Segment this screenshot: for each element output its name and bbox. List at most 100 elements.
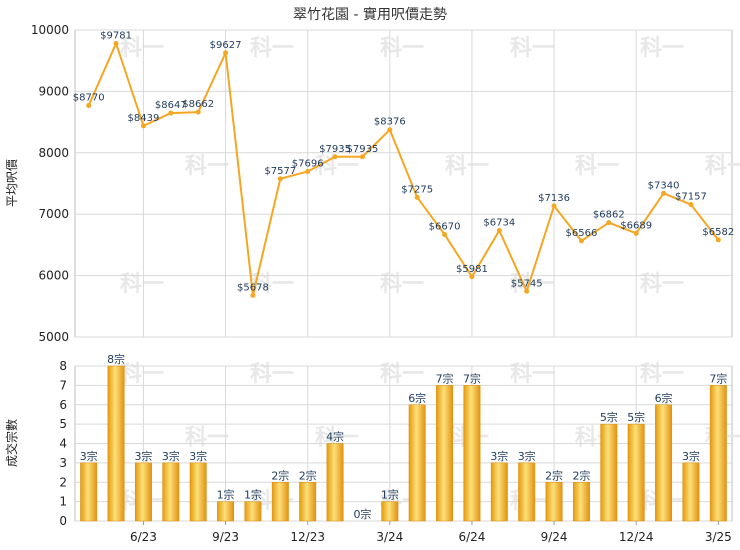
price-point [195,109,201,115]
transaction-bar [463,385,481,522]
watermark-text: 科一 [120,272,164,297]
chart-title: 翠竹花園 - 實用呎價走勢 [293,6,447,23]
price-series-line [87,42,720,297]
watermark-text: 科一 [380,272,424,297]
price-point [140,123,146,129]
price-y-tick-label: 8000 [38,146,69,160]
price-data-label: $7136 [538,193,570,204]
bar-data-label: 3宗 [80,449,98,463]
transaction-bar [682,462,700,522]
count-y-tick-label: 0 [59,514,67,528]
price-point [496,228,502,234]
price-data-label: $5678 [237,282,269,293]
bar-data-label: 3宗 [189,449,207,463]
price-data-label: $8647 [155,100,187,111]
watermark-text: 科一 [640,272,684,297]
price-y-tick-label: 7000 [38,207,69,221]
transaction-bar [244,501,262,522]
transaction-bar [107,365,125,522]
bar-data-label: 2宗 [271,468,289,482]
x-tick-label: 6/23 [130,530,157,544]
watermark-text: 科一 [185,154,229,179]
bar-data-label: 0宗 [353,507,371,521]
bar-data-label: 1宗 [381,488,399,502]
count-y-tick-label: 2 [59,475,67,489]
price-point [606,220,612,226]
price-data-label: $9781 [100,30,132,41]
price-point [414,194,420,200]
price-y-tick-label: 10000 [31,23,69,37]
price-data-label: $8770 [73,93,105,104]
count-y-tick-label: 8 [59,359,67,373]
price-y-tick-label: 6000 [38,269,69,283]
transaction-bar [271,482,289,522]
price-plot-frame [74,29,733,338]
count-y-tick-label: 4 [59,437,67,451]
price-point [250,292,256,298]
count-y-tick-label: 5 [59,417,67,431]
bar-data-label: 5宗 [627,410,645,424]
transaction-bar [162,462,180,522]
price-point [332,154,338,160]
price-data-label: $7696 [292,158,324,169]
price-point [359,154,365,160]
price-data-label: $5981 [456,264,488,275]
price-data-label: $8662 [182,99,214,110]
bar-data-label: 6宗 [408,391,426,405]
price-data-label: $9627 [210,40,242,51]
price-point [277,176,283,182]
bar-data-label: 3宗 [134,449,152,463]
price-y-axis-label: 平均呎價 [5,159,19,207]
x-tick-label: 6/24 [458,530,485,544]
watermark-text: 科一 [185,425,229,450]
price-point [113,40,119,46]
x-tick-label: 3/24 [376,530,403,544]
transaction-bar [709,385,727,522]
price-point [469,274,475,280]
bar-data-label: 3宗 [518,449,536,463]
price-data-label: $6689 [620,220,652,231]
x-tick-label: 9/23 [212,530,239,544]
price-y-tick-label: 9000 [38,84,69,98]
price-data-label: $6670 [429,221,461,232]
transaction-bar [490,462,508,522]
watermark-text: 科一 [445,154,489,179]
bar-data-label: 2宗 [299,468,317,482]
bar-data-label: 2宗 [545,468,563,482]
x-tick-label: 12/24 [619,530,654,544]
price-y-tick-label: 5000 [38,330,69,344]
bar-data-label: 1宗 [217,488,235,502]
transaction-bar [436,385,454,522]
price-point [551,203,557,209]
x-tick-label: 12/23 [290,530,325,544]
bar-data-label: 1宗 [244,488,262,502]
x-tick-label: 3/25 [705,530,732,544]
transaction-bar-chart: 科一科一科一科一科一科一科一科一科一科一科一科一科一科一科一0123456783… [59,352,740,544]
bar-data-label: 8宗 [107,352,125,366]
count-y-tick-label: 6 [59,398,67,412]
transaction-bar [80,462,98,522]
x-tick-label: 9/24 [541,530,568,544]
bar-data-label: 3宗 [490,449,508,463]
price-data-label: $7157 [675,192,707,203]
price-data-label: $7340 [648,180,680,191]
price-point [86,103,92,109]
bar-data-label: 6宗 [655,391,673,405]
bar-data-label: 5宗 [600,410,618,424]
transaction-bar [518,462,536,522]
watermark-text: 科一 [640,36,684,61]
transaction-bar [600,423,618,522]
watermark-text: 科一 [705,154,740,179]
price-point [661,190,667,196]
transaction-bar [134,462,152,522]
transaction-bar [381,501,399,522]
transaction-bar [408,404,426,522]
price-point [305,168,311,174]
transaction-bar [572,482,590,522]
price-point [223,50,229,56]
watermark-text: 科一 [120,36,164,61]
transaction-bar [655,404,673,522]
bar-data-label: 7宗 [709,371,727,385]
watermark-text: 科一 [250,36,294,61]
